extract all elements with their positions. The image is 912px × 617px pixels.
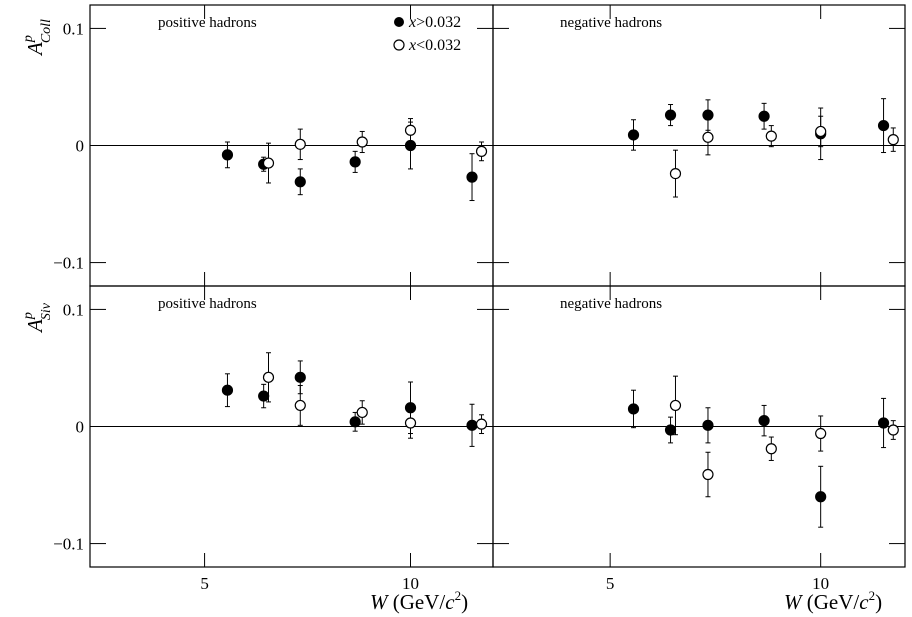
data-point-filled <box>702 109 714 121</box>
y-tick-label: 0 <box>76 418 85 437</box>
panel-bottom-right: 5 10 <box>492 285 906 593</box>
data-point-open <box>404 124 417 136</box>
data-point-filled <box>466 419 478 431</box>
panel-bottom-left: −0.1 0 0.1 5 10 <box>53 285 494 593</box>
data-point-filled <box>294 176 306 188</box>
y-axis-label-bottom: Ap Siv <box>21 302 54 334</box>
data-point-open <box>702 468 714 481</box>
data-point-open <box>475 418 488 430</box>
data-point-open <box>887 424 899 436</box>
y-axis-label-top: Ap Coll <box>21 19 54 57</box>
data-point-filled <box>349 156 361 168</box>
legend: x>0.032 x<0.032 <box>393 14 461 54</box>
data-point-filled <box>702 419 714 431</box>
data-point-open <box>765 130 777 142</box>
data-point-filled <box>664 109 677 121</box>
data-point-filled <box>627 403 640 415</box>
y-tick-label: 0.1 <box>63 19 84 38</box>
data-point-open <box>887 134 899 146</box>
y-tick-label: −0.1 <box>53 254 84 273</box>
data-point-filled <box>349 416 361 428</box>
data-point-open <box>815 125 827 138</box>
data-point-filled <box>758 110 770 122</box>
data-point-filled <box>221 149 234 161</box>
data-point-open <box>815 427 827 440</box>
x-axis-label-right: W (GeV/c2) <box>784 588 882 614</box>
legend-marker-open <box>393 39 405 51</box>
x-tick-label: 5 <box>200 574 209 593</box>
data-point-filled <box>877 119 890 132</box>
panel-top-right <box>492 4 906 287</box>
data-point-filled <box>758 415 770 427</box>
y-tick-label: 0.1 <box>63 300 84 319</box>
panel-title-bottom-left: positive hadrons <box>158 296 257 312</box>
x-tick-label: 10 <box>402 574 419 593</box>
data-point-filled <box>627 129 640 141</box>
data-point-open <box>765 443 777 455</box>
data-point-filled <box>466 171 478 183</box>
panel-title-bottom-right: negative hadrons <box>560 296 662 312</box>
data-point-open <box>262 157 275 169</box>
x-axis-label-left: W (GeV/c2) <box>370 588 468 614</box>
data-point-open <box>294 138 306 150</box>
data-point-open <box>262 371 275 383</box>
x-tick-label: 5 <box>606 574 615 593</box>
legend-marker-filled <box>394 17 404 27</box>
data-point-open <box>356 406 368 419</box>
legend-label-open: x<0.032 <box>408 37 461 54</box>
legend-label-filled: x>0.032 <box>408 14 461 31</box>
data-point-filled <box>664 424 677 436</box>
panel-title-top-left: positive hadrons <box>158 15 257 31</box>
data-point-open <box>475 145 488 157</box>
data-point-open <box>294 399 306 412</box>
data-point-open <box>669 399 682 412</box>
data-point-filled <box>877 417 890 429</box>
y-tick-label: 0 <box>76 137 85 156</box>
data-point-open <box>356 136 368 148</box>
data-point-filled <box>221 384 234 396</box>
data-point-filled <box>294 371 306 383</box>
data-point-open <box>702 131 714 143</box>
y-tick-label: −0.1 <box>53 535 84 554</box>
data-point-open <box>669 168 682 180</box>
x-tick-label: 10 <box>812 574 829 593</box>
data-point-filled <box>258 390 270 402</box>
data-point-filled <box>815 491 827 503</box>
panel-title-top-right: negative hadrons <box>560 15 662 31</box>
data-point-open <box>404 417 417 429</box>
